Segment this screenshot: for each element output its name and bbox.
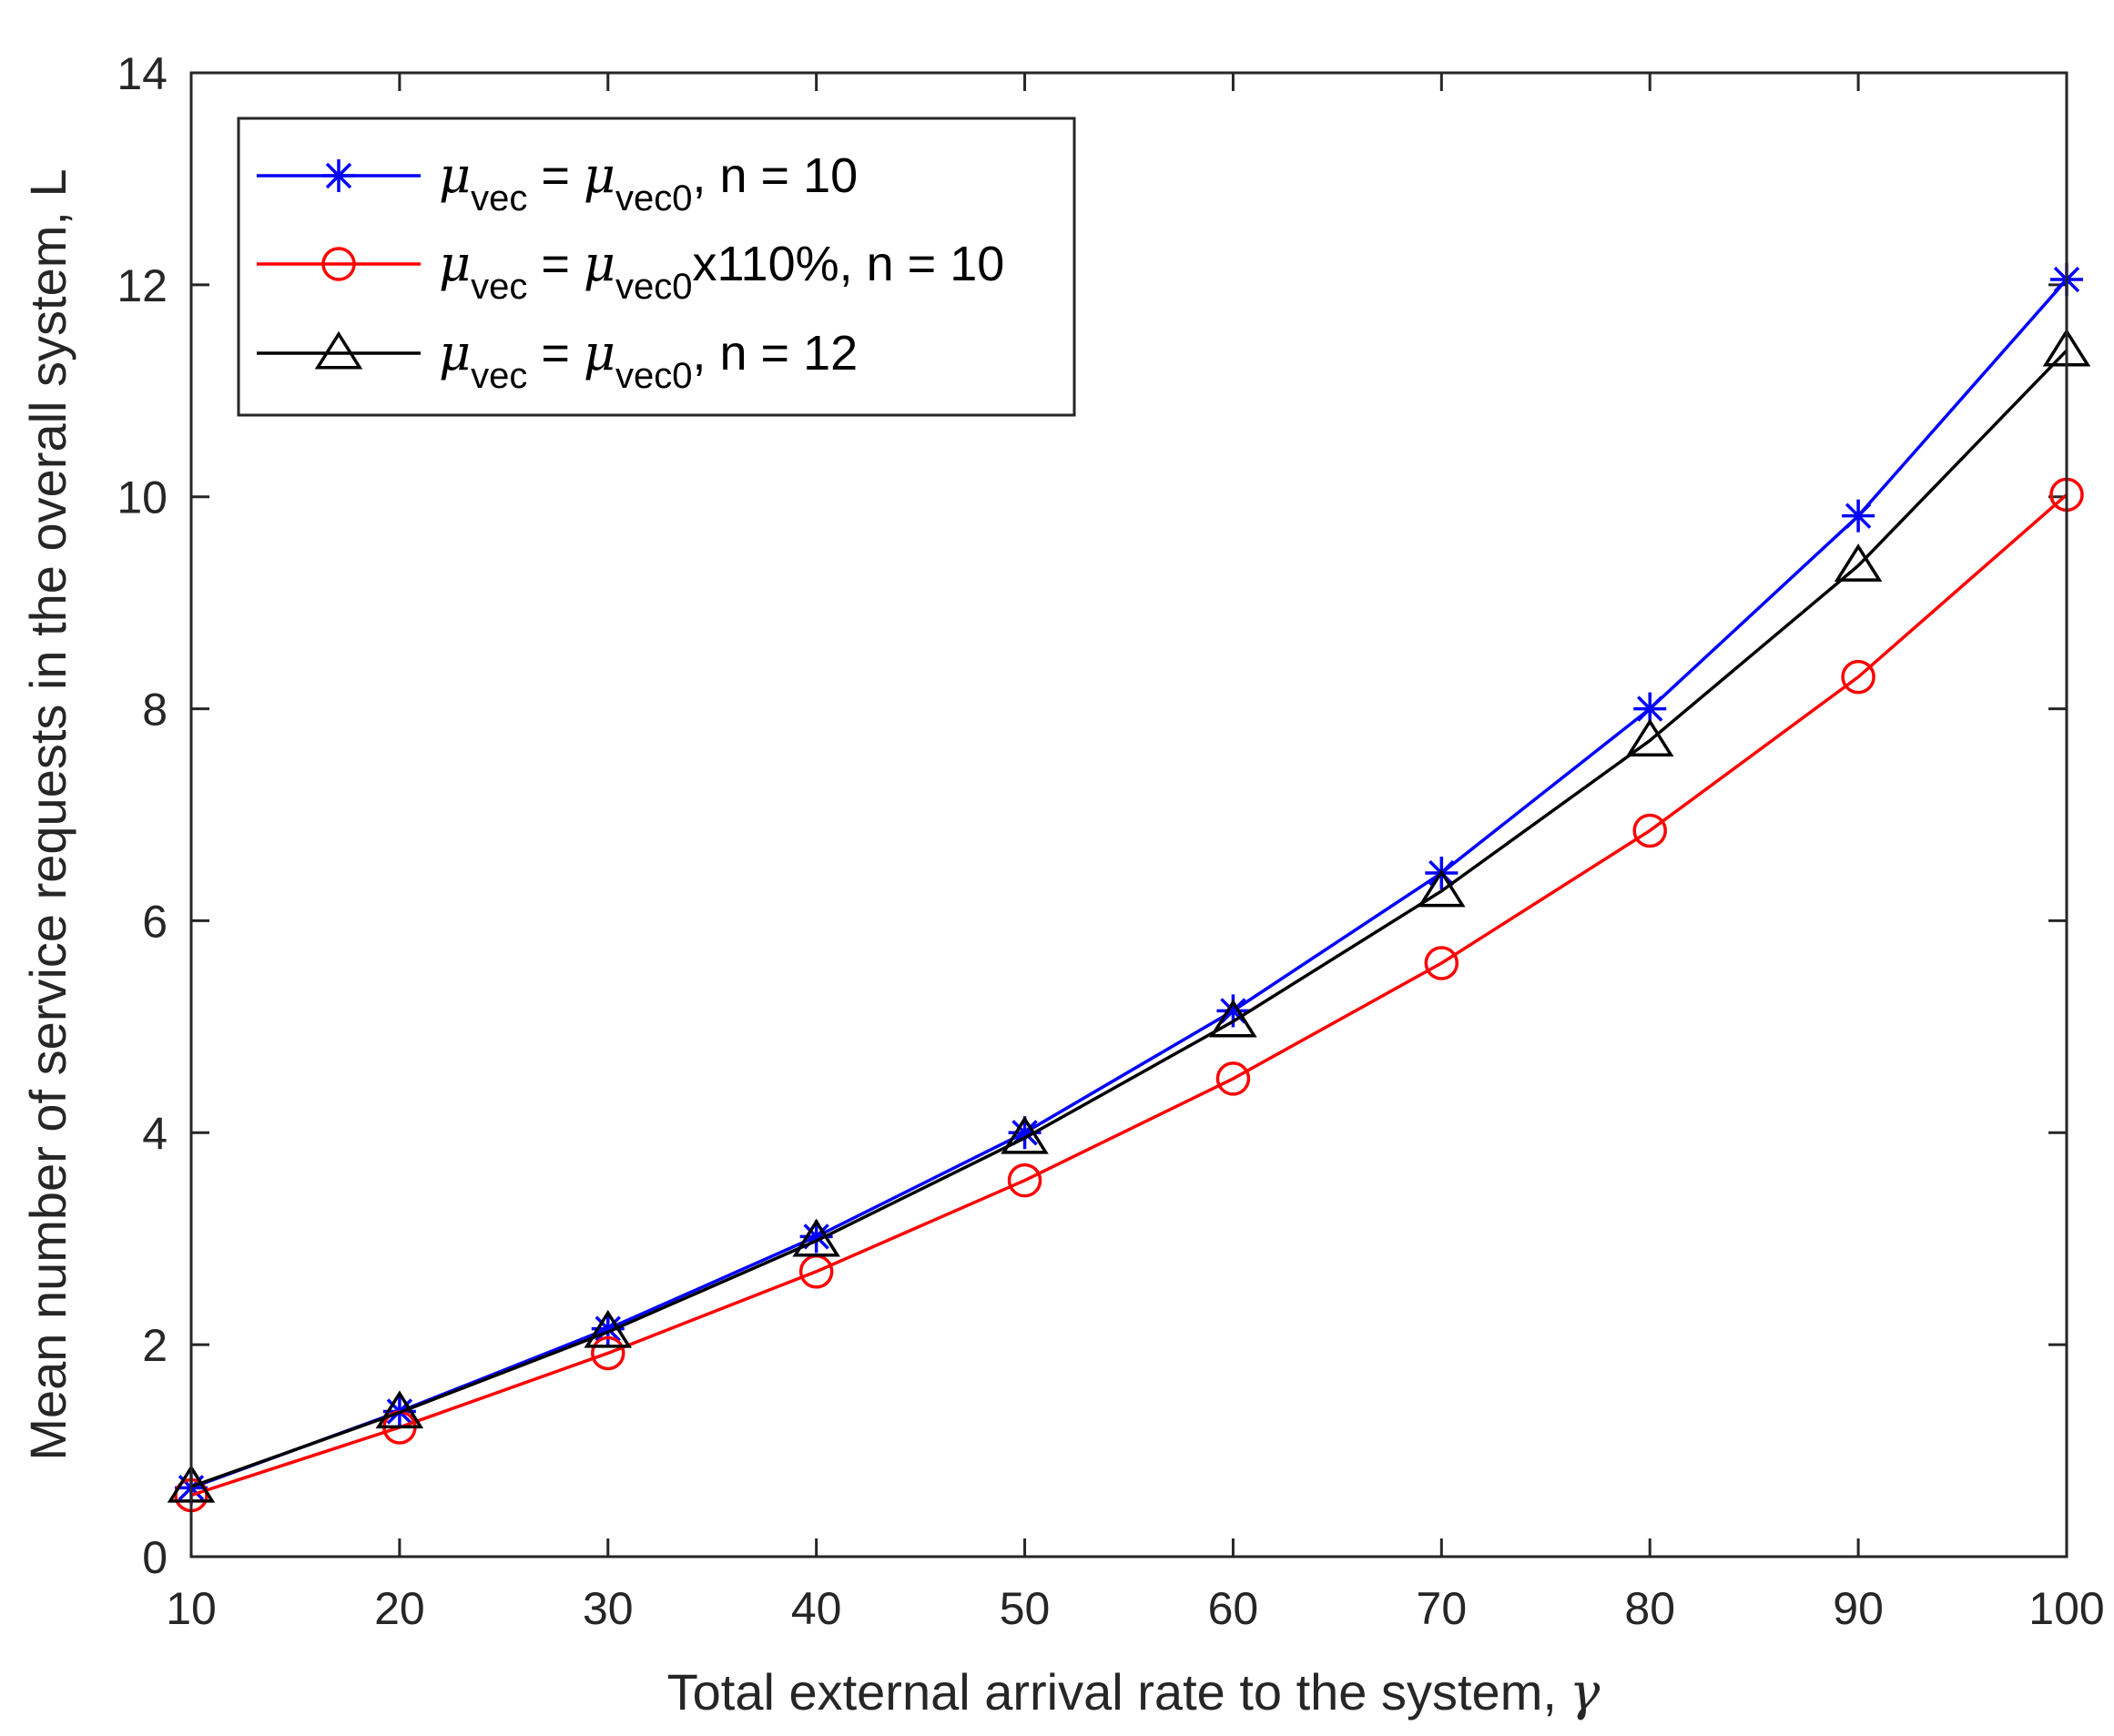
series-2-point [1007, 1162, 1042, 1198]
series-3-point [1834, 543, 1883, 582]
series-3-point [1209, 999, 1257, 1038]
legend-box [237, 117, 1076, 417]
series-2-point [591, 1335, 625, 1371]
legend-item-3: μvec = μvec0, n = 12 [257, 324, 858, 396]
x-tick-label: 100 [2028, 1583, 2104, 1634]
series-3 [167, 328, 2091, 1503]
x-tick-label: 80 [1624, 1583, 1675, 1634]
y-tick-label: 2 [142, 1320, 168, 1371]
legend-label-eq: = [527, 148, 584, 203]
legend-label-rest: , n = 12 [693, 326, 859, 381]
tick-labels: 10 20 30 40 50 60 70 80 90 100 0 2 4 6 8 10 12 14 [117, 48, 2104, 1634]
y-tick-label: 10 [117, 472, 168, 523]
legend-label-rest: , n = 10 [693, 148, 859, 203]
legend-label: μvec = μvec0, n = 12 [439, 324, 858, 396]
series-1-point [1633, 692, 1667, 726]
legend-label-mu: μ [439, 235, 471, 292]
legend-label-mu: μ [584, 324, 615, 381]
series-3-point [584, 1309, 633, 1348]
x-tick-label: 10 [166, 1583, 217, 1634]
series-2-point [1841, 659, 1875, 695]
y-tick-label: 14 [117, 48, 168, 99]
legend-label-mu: μ [439, 147, 471, 204]
legend-label-sub2: vec0 [615, 356, 693, 396]
legend-label-sub2: vec0 [615, 178, 693, 218]
legend-label-sub1: vec [471, 356, 527, 396]
legend-label: μvec = μvec0x110%, n = 10 [439, 235, 1004, 307]
legend-label-mu: μ [439, 324, 471, 381]
legend-label-mu: μ [584, 235, 615, 292]
x-tick-label: 70 [1417, 1583, 1468, 1634]
plot-frame [189, 71, 2068, 1558]
x-axis-label-symbol: γ [1570, 1663, 1601, 1722]
legend-label-eq: = [527, 237, 584, 291]
series-1-point-stroke [1637, 695, 1663, 722]
legend-item-1: μvec = μvec0, n = 10 [257, 147, 858, 218]
series-1-point [1842, 499, 1875, 533]
y-tick-label: 12 [117, 260, 168, 311]
legend-label-eq: = [527, 326, 584, 381]
x-tick-label: 40 [791, 1583, 842, 1634]
y-tick-label: 4 [142, 1108, 168, 1159]
series-2-point [1632, 813, 1667, 848]
legend-marker [321, 247, 356, 281]
legend-label-sub1: vec [471, 267, 527, 307]
legend-marker [314, 330, 363, 370]
legend-marker-stroke [325, 162, 352, 189]
y-tick-label: 0 [142, 1532, 168, 1583]
legend-label-sub2: vec0 [615, 267, 693, 307]
y-axis-label: Mean number of service requests in the o… [19, 168, 76, 1460]
series-2-line [190, 493, 2068, 1497]
y-tick-label: 6 [142, 896, 168, 947]
x-axis-label-text: Total external arrival rate to the syste… [667, 1663, 1557, 1721]
series-2-point [1424, 946, 1459, 980]
legend-item-2: μvec = μvec0x110%, n = 10 [257, 235, 1004, 307]
series-3-point [1625, 718, 1674, 756]
legend-marker [322, 159, 355, 192]
x-tick-label: 60 [1208, 1583, 1259, 1634]
legend-label-mu: μ [584, 147, 615, 204]
series-3-line [190, 349, 2068, 1488]
legend-label-sub1: vec [471, 178, 527, 218]
x-axis-label: Total external arrival rate to the syste… [667, 1663, 1601, 1722]
series-3-point [375, 1390, 424, 1429]
legend-label-rest: x110%, n = 10 [693, 237, 1005, 291]
x-tick-label: 20 [374, 1583, 425, 1634]
series-3-point [1418, 868, 1466, 908]
x-tick-label: 30 [583, 1583, 634, 1634]
series-1-line [190, 278, 2068, 1489]
series-3-point [1001, 1115, 1049, 1154]
legend-label: μvec = μvec0, n = 10 [439, 147, 858, 218]
series-3-point [792, 1218, 840, 1257]
series-2-point [1215, 1061, 1251, 1096]
x-tick-label: 90 [1833, 1583, 1884, 1634]
series-layer [167, 263, 2091, 1513]
y-tick-label: 8 [142, 685, 168, 736]
x-tick-label: 50 [1000, 1583, 1051, 1634]
series-1-point-stroke [1845, 503, 1872, 529]
series-1-point-stroke [1220, 998, 1246, 1024]
